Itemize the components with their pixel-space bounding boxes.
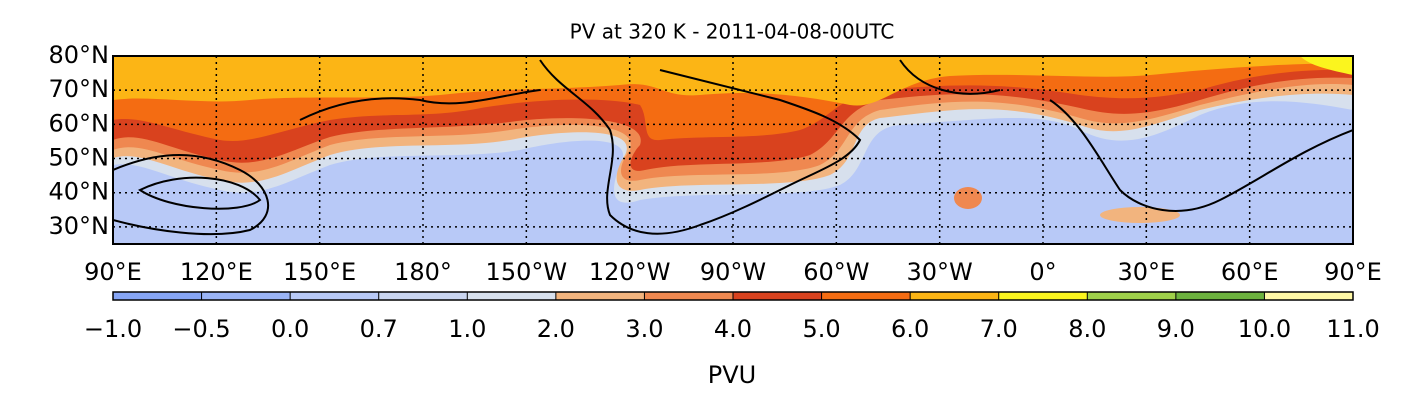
lon-tick-label: 0°	[1029, 258, 1056, 286]
colorbar-tick-label: 10.0	[1238, 315, 1291, 343]
lon-tick-label: 30°W	[907, 258, 973, 286]
colorbar-tick-label: 3.0	[625, 315, 663, 343]
coastline	[113, 154, 270, 236]
lat-tick-label: 70°N	[49, 75, 110, 103]
lat-tick-label: 30°N	[49, 212, 110, 240]
lat-tick-label: 80°N	[49, 41, 110, 69]
lon-tick-label: 120°W	[589, 258, 671, 286]
colorbar-tick-label: 0.0	[271, 315, 309, 343]
title: PV at 320 K - 2011-04-08-00UTC	[570, 20, 895, 44]
colorbar-tick-label: 2.0	[537, 315, 575, 343]
lon-tick-label: 180°	[394, 258, 452, 286]
colorbar-tick-label: −0.5	[172, 315, 230, 343]
colorbar-tick-label: 9.0	[1157, 315, 1195, 343]
map-frame	[112, 55, 1354, 245]
contour	[1300, 56, 1353, 75]
colorbar-segment	[1175, 292, 1265, 300]
colorbar-segment	[201, 292, 291, 300]
lon-tick-label: 90°E	[1324, 258, 1382, 286]
colorbar-segment	[644, 292, 733, 300]
colorbar-segment	[467, 292, 556, 300]
lat-tick-label: 50°N	[49, 144, 110, 172]
colorbar-tick-label: 0.7	[360, 315, 398, 343]
colorbar-segment	[998, 292, 1088, 300]
colorbar-tick-label: 6.0	[891, 315, 929, 343]
lon-tick-label: 90°W	[700, 258, 766, 286]
lon-tick-label: 30°E	[1117, 258, 1175, 286]
lat-tick-label: 40°N	[49, 178, 110, 206]
colorbar-tick-label: 5.0	[802, 315, 840, 343]
colorbar-segment	[1087, 292, 1176, 300]
colorbar-segment	[555, 292, 645, 300]
lon-tick-label: 60°E	[1221, 258, 1279, 286]
colorbar-segment	[821, 292, 911, 300]
colorbar-segment	[733, 292, 822, 300]
lon-tick-label: 90°E	[84, 258, 142, 286]
lat-tick-label: 60°N	[49, 109, 110, 137]
colorbar-label: PVU	[708, 361, 756, 389]
colorbar-segment	[910, 292, 999, 300]
contour	[1100, 207, 1180, 223]
colorbar-segment	[113, 292, 202, 300]
colorbar-segment	[378, 292, 468, 300]
lon-tick-label: 150°E	[283, 258, 356, 286]
colorbar-segment	[1264, 292, 1353, 300]
colorbar-tick-label: 11.0	[1326, 315, 1379, 343]
colorbar-tick-label: 4.0	[714, 315, 752, 343]
lon-tick-label: 150°W	[486, 258, 568, 286]
colorbar-tick-label: 7.0	[980, 315, 1018, 343]
colorbar-tick-label: −1.0	[84, 315, 142, 343]
contour	[954, 187, 982, 209]
colorbar-segment	[290, 292, 379, 300]
colorbar-tick-label: 8.0	[1068, 315, 1106, 343]
lon-tick-label: 120°E	[180, 258, 253, 286]
colorbar-tick-label: 1.0	[448, 315, 486, 343]
lon-tick-label: 60°W	[803, 258, 869, 286]
pv-field	[113, 56, 1353, 244]
